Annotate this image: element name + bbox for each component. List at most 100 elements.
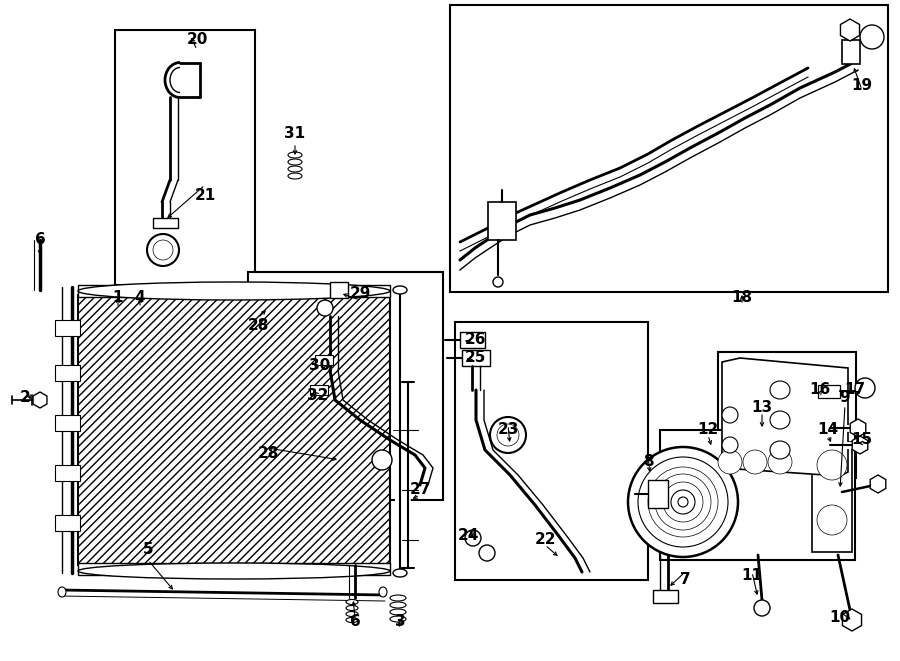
Text: 3: 3	[395, 615, 405, 629]
Ellipse shape	[390, 602, 406, 608]
Circle shape	[722, 437, 738, 453]
Ellipse shape	[390, 616, 406, 622]
Text: 25: 25	[464, 350, 486, 366]
Circle shape	[822, 455, 842, 475]
Bar	[55, 515, 80, 531]
Text: 19: 19	[851, 77, 873, 93]
Text: 16: 16	[809, 383, 831, 397]
Ellipse shape	[58, 587, 66, 597]
Ellipse shape	[346, 611, 358, 617]
Ellipse shape	[379, 587, 387, 597]
Ellipse shape	[288, 159, 302, 165]
Text: 23: 23	[498, 422, 518, 438]
Text: 28: 28	[257, 446, 279, 461]
Text: 24: 24	[457, 527, 479, 543]
Text: 5: 5	[143, 543, 153, 557]
Text: 9: 9	[840, 391, 850, 405]
Bar	[648, 480, 668, 508]
Text: 31: 31	[284, 126, 306, 141]
Circle shape	[479, 545, 495, 561]
Ellipse shape	[393, 569, 407, 577]
Circle shape	[723, 455, 737, 469]
Circle shape	[817, 450, 847, 480]
Ellipse shape	[288, 166, 302, 172]
Text: 6: 6	[349, 615, 360, 629]
Text: 17: 17	[844, 383, 866, 397]
Circle shape	[671, 490, 695, 514]
Circle shape	[648, 467, 718, 537]
Bar	[842, 40, 860, 64]
Circle shape	[678, 497, 688, 507]
Text: 4: 4	[135, 290, 145, 305]
Text: 30: 30	[310, 358, 330, 373]
Circle shape	[860, 25, 884, 49]
Ellipse shape	[770, 441, 790, 459]
Bar	[78, 295, 390, 565]
Circle shape	[768, 450, 792, 474]
Circle shape	[722, 407, 738, 423]
Circle shape	[743, 450, 767, 474]
Bar	[55, 465, 80, 481]
Circle shape	[822, 510, 842, 530]
Circle shape	[638, 457, 728, 547]
Bar	[315, 355, 333, 365]
Bar	[488, 202, 516, 240]
Ellipse shape	[393, 286, 407, 294]
Circle shape	[754, 600, 770, 616]
Ellipse shape	[390, 609, 406, 615]
Text: 11: 11	[742, 568, 762, 582]
Text: 18: 18	[732, 290, 752, 305]
Bar	[455, 322, 648, 580]
Circle shape	[817, 505, 847, 535]
Circle shape	[465, 530, 481, 546]
Text: 26: 26	[464, 332, 486, 348]
Text: 28: 28	[248, 317, 269, 332]
Text: 15: 15	[851, 432, 873, 447]
Ellipse shape	[288, 173, 302, 179]
Ellipse shape	[346, 605, 358, 611]
Ellipse shape	[493, 277, 503, 287]
Text: 13: 13	[752, 401, 772, 416]
Bar	[718, 352, 856, 478]
Text: 27: 27	[410, 483, 431, 498]
Circle shape	[748, 455, 762, 469]
Bar	[153, 218, 178, 228]
Ellipse shape	[390, 595, 406, 601]
Ellipse shape	[346, 617, 358, 623]
Ellipse shape	[770, 411, 790, 429]
Ellipse shape	[78, 282, 390, 300]
Bar	[460, 332, 485, 348]
Bar	[78, 285, 390, 297]
Ellipse shape	[78, 563, 390, 579]
Text: 32: 32	[307, 387, 328, 403]
Ellipse shape	[346, 600, 358, 605]
Circle shape	[628, 447, 738, 557]
Text: 1: 1	[112, 290, 123, 305]
Circle shape	[663, 482, 703, 522]
Circle shape	[153, 240, 173, 260]
Bar	[653, 590, 678, 603]
Bar	[818, 385, 840, 398]
Text: 10: 10	[830, 611, 850, 625]
Circle shape	[317, 300, 333, 316]
Ellipse shape	[288, 152, 302, 158]
Bar	[55, 365, 80, 381]
Text: 29: 29	[349, 286, 371, 301]
Text: 20: 20	[186, 32, 208, 48]
Text: 14: 14	[817, 422, 839, 438]
Text: 8: 8	[643, 455, 653, 469]
Bar	[115, 30, 255, 285]
Bar	[812, 442, 852, 552]
Bar	[450, 5, 888, 292]
Bar	[78, 563, 390, 575]
Bar	[660, 430, 855, 560]
Text: 22: 22	[535, 533, 556, 547]
Text: 21: 21	[194, 188, 216, 202]
Text: 2: 2	[20, 391, 31, 405]
Ellipse shape	[770, 381, 790, 399]
Circle shape	[718, 450, 742, 474]
Polygon shape	[722, 358, 848, 476]
Circle shape	[773, 455, 787, 469]
Text: 12: 12	[698, 422, 718, 438]
Bar	[462, 350, 490, 366]
